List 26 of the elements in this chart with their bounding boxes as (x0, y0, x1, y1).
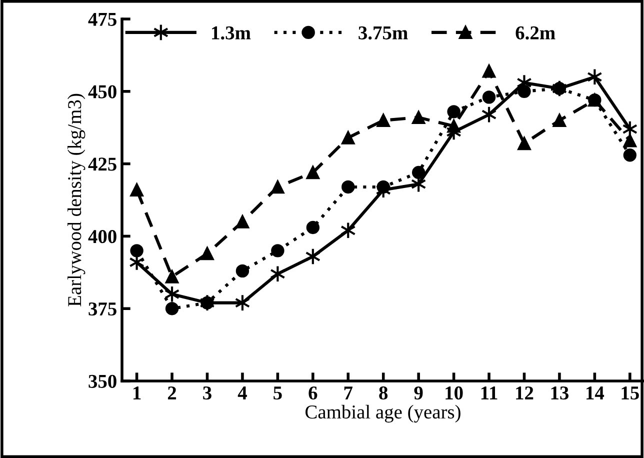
x-tick-label: 10 (446, 386, 463, 400)
x-tick-label: 4 (238, 386, 247, 400)
x-tick-label: 12 (516, 386, 534, 400)
x-tick-label: 3 (203, 386, 212, 400)
y-tick-label: 450 (88, 85, 116, 98)
legend-label: 3.75m (358, 26, 408, 40)
x-tick-label: 15 (622, 386, 639, 400)
x-tick-label: 1 (133, 386, 141, 400)
x-tick-label: 8 (379, 386, 388, 400)
y-tick-label: 350 (88, 374, 116, 388)
y-tick-label: 425 (88, 158, 116, 171)
x-tick-label: 7 (344, 386, 353, 400)
x-axis-title: Cambial age (years) (306, 404, 460, 423)
x-tick-label: 9 (414, 386, 423, 400)
y-tick-label: 375 (88, 302, 116, 316)
x-tick-label: 14 (586, 386, 604, 400)
x-tick-label: 13 (551, 386, 569, 400)
legend-label: 1.3m (212, 26, 251, 40)
y-axis-title: Earlywood density (kg/m3) (68, 94, 86, 306)
y-tick-label: 400 (88, 230, 116, 244)
x-tick-label: 2 (168, 386, 176, 400)
legend-label: 6.2m (516, 26, 556, 40)
x-tick-label: 5 (274, 386, 282, 400)
x-tick-label: 6 (308, 386, 318, 400)
y-tick-label: 475 (88, 12, 116, 26)
x-tick-label: 11 (481, 386, 498, 400)
